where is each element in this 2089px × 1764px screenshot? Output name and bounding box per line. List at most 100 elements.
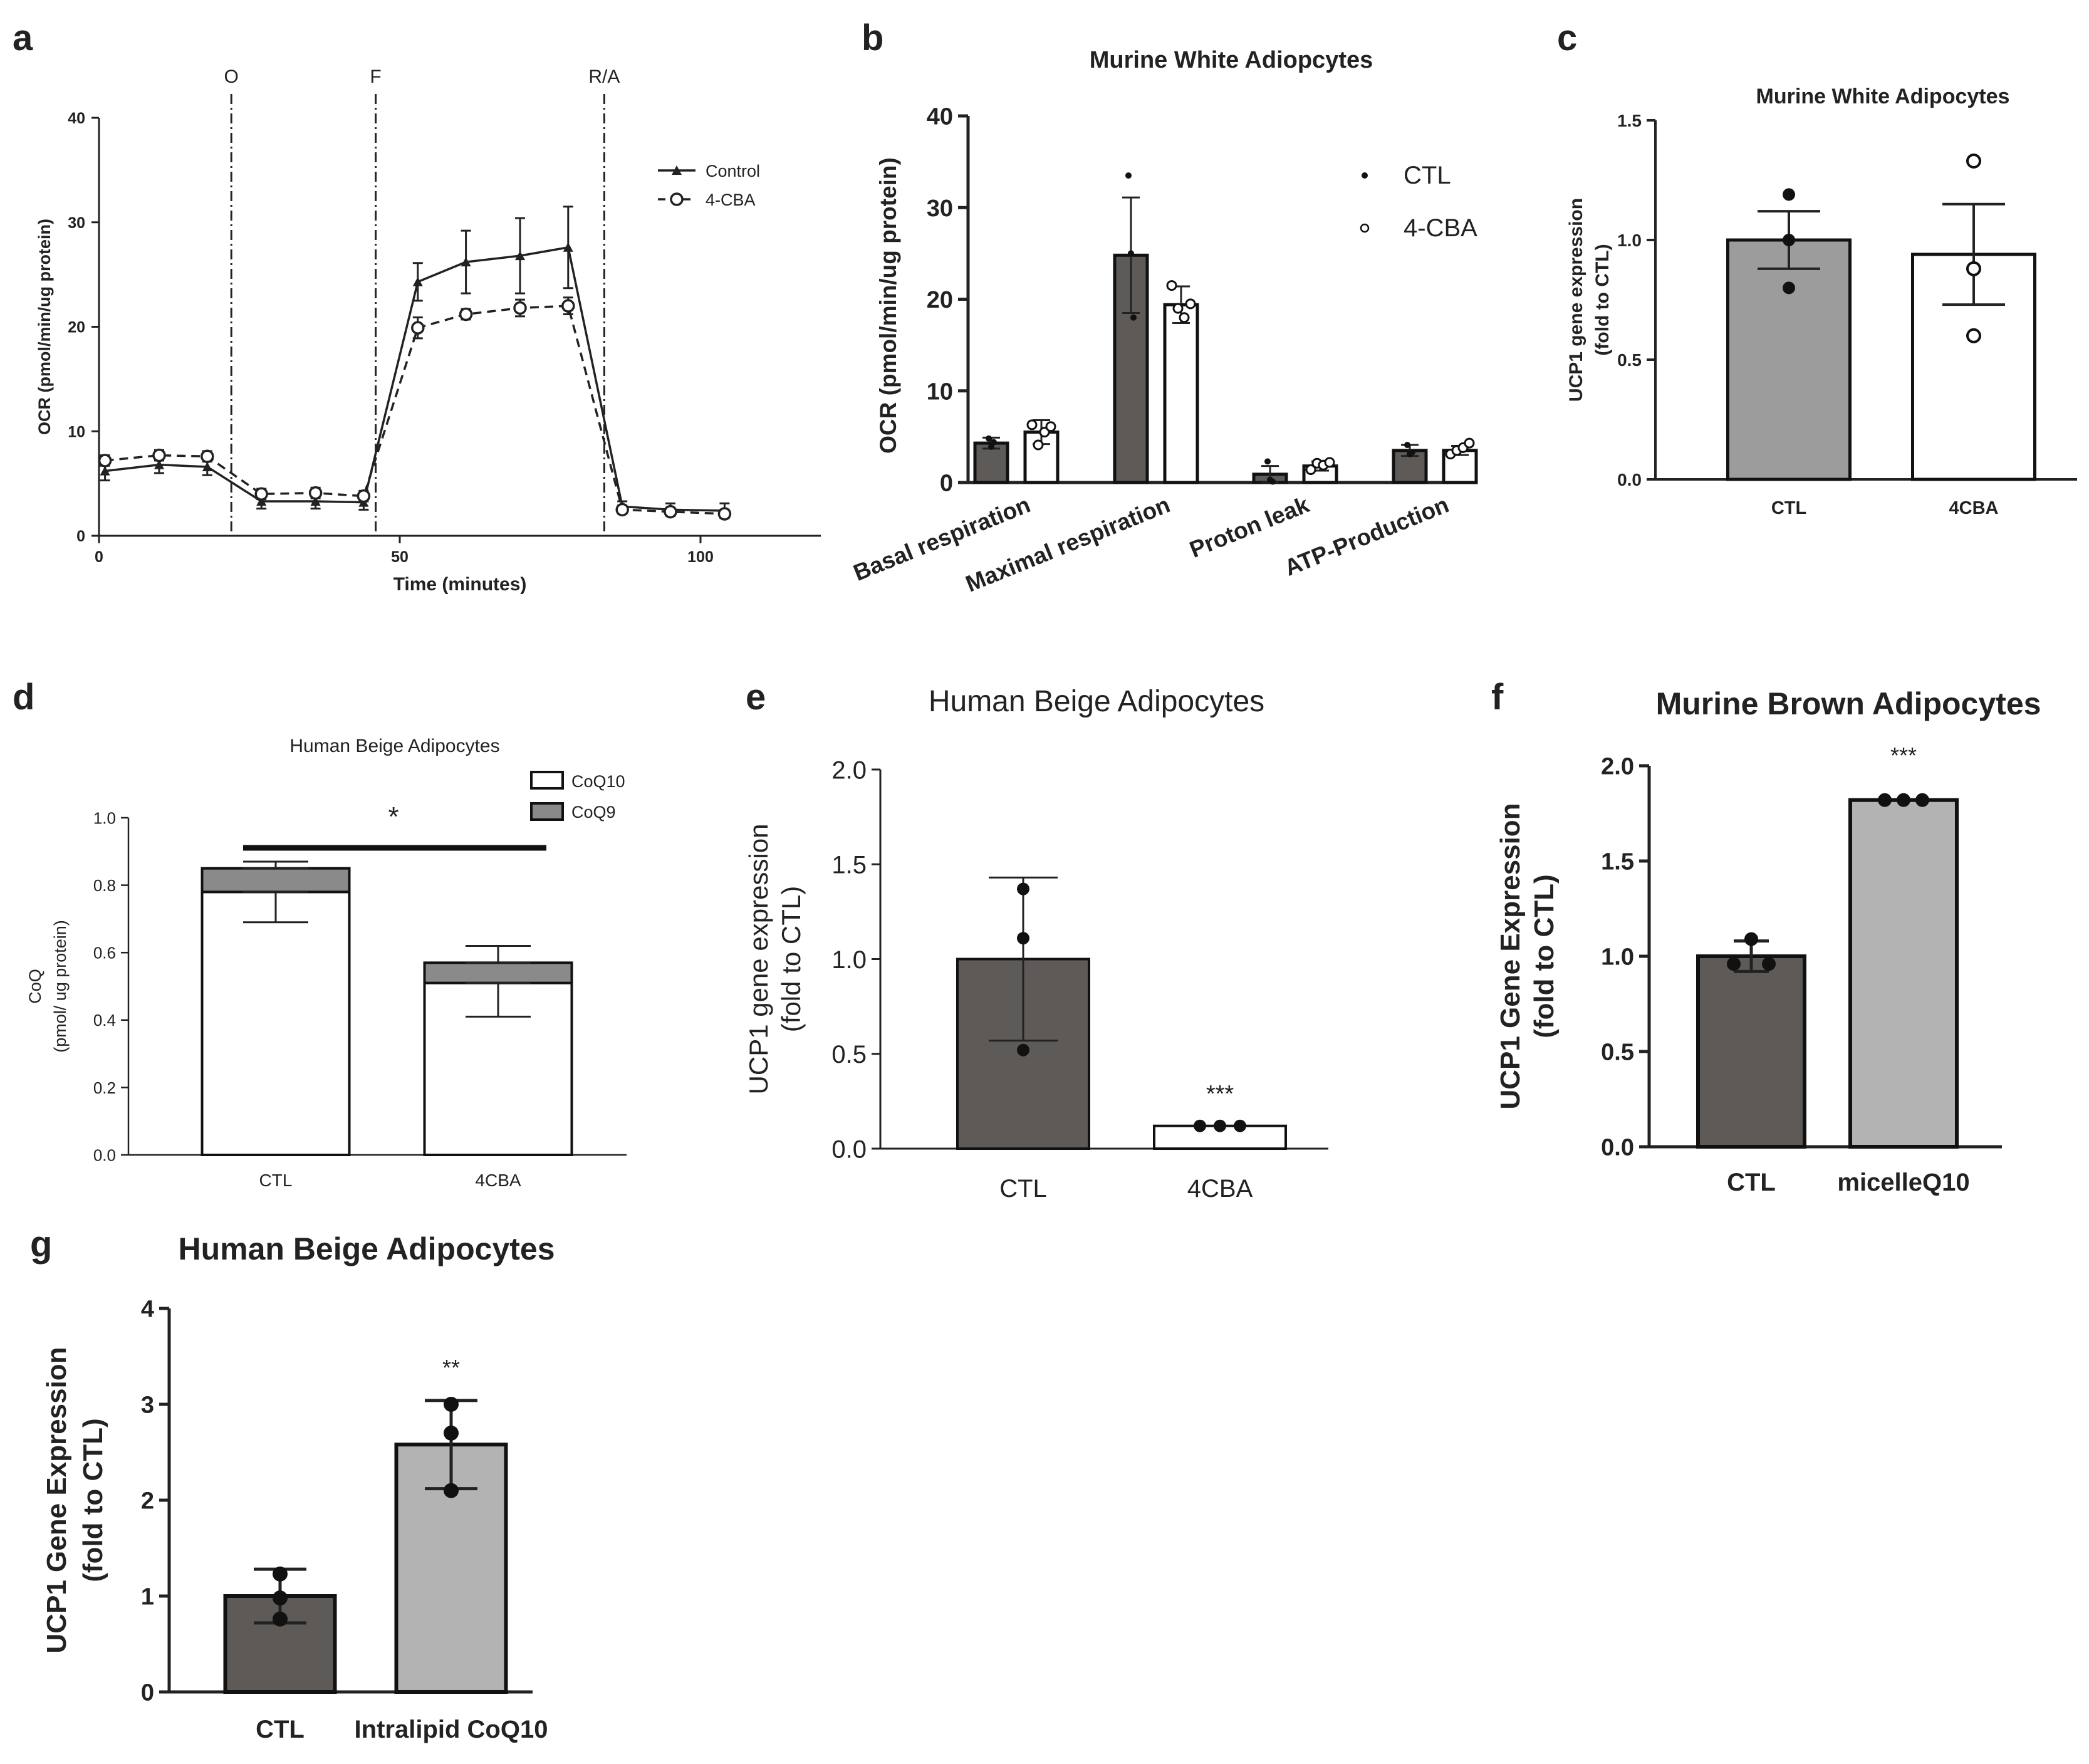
y-tick-label: 0 <box>940 471 953 497</box>
y-axis-label-line: UCP1 gene expression <box>744 824 773 1095</box>
data-point-4cba <box>513 301 527 315</box>
bar-0 <box>1726 238 1852 481</box>
data-point <box>1762 957 1776 971</box>
data-point-4cba <box>1324 457 1335 468</box>
data-point-4cba <box>98 454 112 467</box>
x-category-label: 4CBA <box>475 1171 521 1190</box>
chart-title: Murine White Adiopcytes <box>1090 47 1373 73</box>
y-tick-label: 4 <box>141 1297 154 1323</box>
legend-label-coq9: CoQ9 <box>571 803 616 822</box>
bar-4cba <box>1163 303 1199 484</box>
x-category-label: CTL <box>256 1716 305 1743</box>
panel-letter-d: d <box>13 677 34 718</box>
data-point <box>1214 1119 1226 1132</box>
y-tick-label: 0 <box>76 528 85 545</box>
data-point <box>1017 882 1029 895</box>
bar-coq10 <box>201 890 351 1156</box>
data-point-ctl <box>991 439 997 446</box>
y-tick-label: 2.0 <box>831 756 867 784</box>
panel-a-line-chart: 0 10 20 30 40 0 50 100 Time (minutes) OCR (pmol/m… <box>35 66 821 595</box>
y-axis-label-line: (fold to CTL) <box>78 1418 108 1582</box>
significance-marker: *** <box>1206 1081 1234 1107</box>
chart-title: Human Beige Adipocytes <box>289 736 499 756</box>
y-tick-label: 10 <box>68 423 85 441</box>
y-axis-label-line: UCP1 Gene Expression <box>41 1347 72 1653</box>
data-point <box>1915 793 1929 807</box>
panel-b-bar-chart: Murine White Adiopcytes 0 10 20 30 40 OCR (pmo… <box>850 47 1478 597</box>
data-point <box>444 1397 459 1412</box>
series-line-control <box>105 246 725 512</box>
y-axis-label-line: (pmol/ ug protein) <box>51 920 70 1053</box>
data-point-4cba <box>357 489 371 503</box>
y-axis-label: OCR (pmol/min/ug protein) <box>875 157 901 454</box>
data-point-ctl <box>1404 442 1410 449</box>
x-category-label: CTL <box>259 1171 293 1190</box>
x-category-label: Intralipid CoQ10 <box>355 1716 548 1743</box>
data-point <box>1966 153 1981 169</box>
y-tick-label: 3 <box>141 1392 154 1419</box>
data-point-control <box>515 251 525 261</box>
x-axis-label: Time (minutes) <box>393 574 527 595</box>
injection-label: R/A <box>588 66 620 87</box>
data-point <box>1897 793 1910 807</box>
panel-c-bar-chart: Murine White Adipocytes 0.0 0.5 1.0 1.5 UCP1 … <box>1566 85 2077 518</box>
data-point-4cba <box>1179 312 1190 323</box>
data-point-4cba <box>1026 419 1038 431</box>
legend-label-coq10: CoQ10 <box>571 772 625 791</box>
x-tick-label: 100 <box>687 548 714 566</box>
data-point-ctl <box>1128 250 1134 257</box>
data-point-ctl <box>1264 458 1271 465</box>
y-tick-label: 0 <box>141 1680 154 1706</box>
y-tick-label: 0.0 <box>831 1135 867 1163</box>
data-point-4cba <box>1172 303 1184 314</box>
data-point-control <box>310 496 321 506</box>
data-point <box>1234 1119 1246 1132</box>
data-point-4cba <box>411 321 425 335</box>
data-point-ctl <box>988 443 994 450</box>
data-point <box>273 1566 288 1582</box>
data-point <box>1783 234 1795 246</box>
y-tick-label: 0.6 <box>93 944 116 963</box>
data-point-4cba <box>201 449 214 464</box>
panel-letter-a: a <box>13 18 33 58</box>
x-category-label: CTL <box>999 1175 1047 1203</box>
data-point <box>1783 188 1795 201</box>
data-point-control <box>154 459 164 469</box>
data-point-control <box>461 257 471 267</box>
chart-title: Murine Brown Adipocytes <box>1656 686 2041 721</box>
data-point-4cba <box>1045 421 1056 432</box>
y-tick-label: 0.2 <box>93 1078 116 1097</box>
injection-label: F <box>370 66 381 87</box>
legend-label-4cba: 4-CBA <box>706 190 756 209</box>
panel-g-bar-chart: Human Beige Adipocytes 0 1 2 3 4 UCP1 Gene Exp… <box>41 1231 555 1743</box>
y-tick-label: 40 <box>68 110 85 127</box>
y-tick-label: 0.8 <box>93 876 116 895</box>
bar-coq9 <box>201 867 351 894</box>
bar-ctl <box>1392 449 1428 484</box>
data-point <box>1744 932 1758 946</box>
legend-marker-4cba <box>670 192 684 206</box>
data-point <box>1966 328 1981 343</box>
y-tick-label: 0.0 <box>93 1146 116 1164</box>
legend-label-ctl: CTL <box>1404 162 1451 189</box>
data-point <box>1783 281 1795 295</box>
data-point <box>1017 932 1029 945</box>
panel-e-bar-chart: Human Beige Adipocytes 0.0 0.5 1.0 1.5 2.0 UCP… <box>744 685 1328 1203</box>
y-tick-label: 30 <box>927 196 953 222</box>
series-line-4cba <box>105 305 725 515</box>
x-category-label: 4CBA <box>1949 498 1999 518</box>
data-point-control <box>100 466 110 476</box>
data-point-ctl <box>1269 478 1276 485</box>
data-point <box>444 1425 459 1441</box>
data-point-4cba <box>1166 280 1177 291</box>
y-axis-label-line: UCP1 gene expression <box>1566 198 1586 402</box>
y-tick-label: 1.0 <box>93 808 116 827</box>
y-tick-label: 20 <box>927 287 953 313</box>
significance-marker: ** <box>442 1355 460 1380</box>
x-category-label: CTL <box>1727 1169 1776 1196</box>
y-tick-label: 2.0 <box>1601 754 1634 780</box>
y-axis-label-line: UCP1 Gene Expression <box>1495 803 1526 1109</box>
chart-title: Human Beige Adipocytes <box>178 1231 555 1266</box>
y-tick-label: 1 <box>141 1584 154 1610</box>
